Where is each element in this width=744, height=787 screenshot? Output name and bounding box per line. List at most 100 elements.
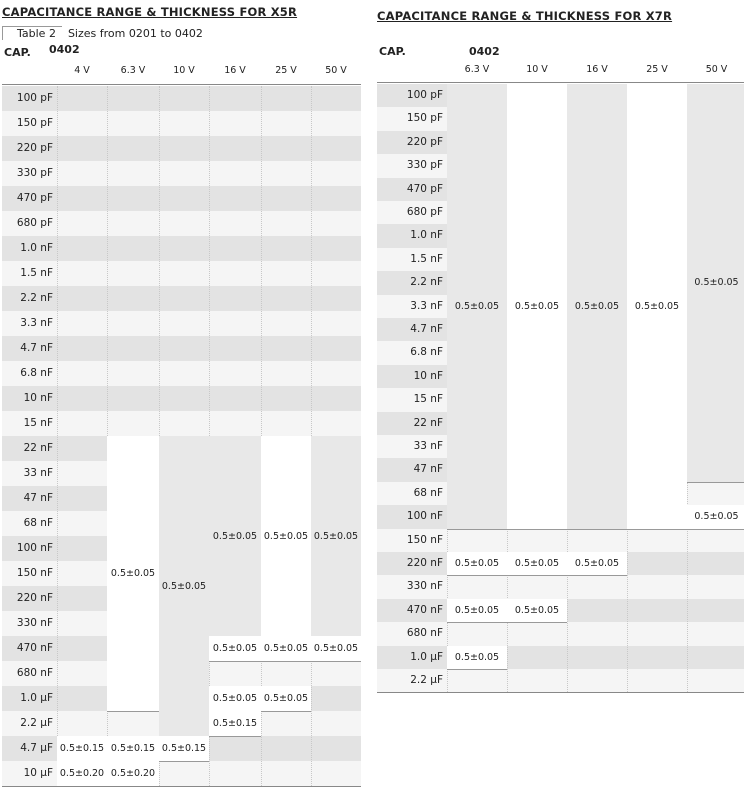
x5r-table-row — [2, 86, 361, 111]
x5r-thickness-cell: 0.5±0.15 — [107, 736, 159, 762]
x5r-thickness-cell: 0.5±0.05 — [159, 436, 209, 737]
x5r-voltage-2: 10 V — [173, 65, 195, 76]
x7r-cap-header: CAP. — [379, 45, 406, 58]
x7r-top-rule — [377, 82, 744, 83]
x7r-voltage-2: 16 V — [586, 64, 608, 75]
x5r-row-label: 1.5 nF — [20, 267, 53, 279]
x7r-row-label: 2.2 µF — [410, 674, 443, 686]
x7r-voltage-4: 50 V — [705, 64, 728, 75]
x5r-row-label: 220 pF — [16, 142, 53, 154]
x7r-row-label: 47 nF — [413, 463, 443, 476]
x5r-row-label: 150 pF — [16, 117, 53, 129]
x5r-table-row — [2, 186, 361, 211]
x7r-row-label: 100 pF — [406, 89, 443, 101]
x7r-row-label: 4.7 nF — [410, 323, 443, 335]
x5r-thickness-cell: 0.5±0.15 — [209, 711, 261, 737]
x5r-row-label: 4.7 nF — [20, 342, 53, 354]
x5r-row-label: 68 nF — [23, 517, 53, 529]
x7r-table-row — [377, 622, 744, 646]
x5r-thickness-cell: 0.5±0.05 — [209, 686, 261, 712]
x5r-row-label: 15 nF — [23, 417, 53, 429]
x7r-table-row — [377, 669, 744, 693]
x5r-thickness-cell: 0.5±0.05 — [261, 636, 311, 662]
x5r-thickness-cell: 0.5±0.05 — [261, 686, 311, 712]
x7r-thickness-cell: 0.5±0.05 — [447, 645, 507, 670]
x7r-thickness-cell: 0.5±0.05 — [567, 84, 627, 530]
x7r-row-label: 150 nF — [406, 533, 443, 546]
x5r-row-label: 680 nF — [16, 667, 53, 679]
x5r-table-row — [2, 411, 361, 436]
table-caption: Table 2 Sizes from 0201 to 0402 — [2, 26, 203, 40]
x5r-cap-header: CAP. — [4, 46, 31, 59]
x7r-row-label: 22 nF — [413, 416, 443, 429]
x5r-thickness-cell: 0.5±0.05 — [209, 636, 261, 662]
x5r-size-header: 0402 — [49, 43, 80, 56]
x7r-voltage-1: 10 V — [526, 64, 548, 75]
x5r-thickness-cell: 0.5±0.05 — [107, 436, 159, 712]
x5r-thickness-cell: 0.5±0.20 — [57, 761, 107, 787]
x7r-title: CAPACITANCE RANGE & THICKNESS FOR X7R — [377, 9, 673, 23]
x5r-thickness-cell: 0.5±0.05 — [311, 436, 361, 637]
x5r-voltage-4: 25 V — [275, 65, 297, 76]
x5r-table-row — [2, 286, 361, 311]
x5r-thickness-cell: 0.5±0.05 — [311, 636, 361, 662]
x5r-thickness-cell: 0.5±0.05 — [209, 436, 261, 637]
x5r-row-label: 22 nF — [23, 442, 53, 454]
x5r-row-label: 100 pF — [16, 92, 53, 104]
x7r-voltage-0: 6.3 V — [464, 64, 490, 75]
x5r-table-row — [2, 336, 361, 361]
x7r-row-label: 15 nF — [413, 393, 443, 406]
x5r-table-row — [2, 136, 361, 161]
x7r-thickness-cell: 0.5±0.05 — [507, 598, 567, 624]
x7r-table-row — [377, 575, 744, 599]
x7r-thickness-cell: 0.5±0.05 — [687, 84, 744, 483]
x7r-thickness-cell: 0.5±0.05 — [627, 84, 687, 530]
x5r-voltage-0: 4 V — [74, 65, 90, 76]
x5r-table-row — [2, 386, 361, 411]
x5r-table-row — [2, 161, 361, 186]
x5r-table-row — [2, 211, 361, 236]
x5r-table-row — [2, 111, 361, 136]
x5r-row-label: 220 nF — [16, 592, 53, 604]
x5r-voltage-3: 16 V — [224, 65, 246, 76]
x7r-bottom-rule — [377, 692, 744, 694]
x7r-thickness-cell: 0.5±0.05 — [567, 552, 627, 577]
x5r-row-label: 470 pF — [16, 192, 53, 204]
x7r-thickness-cell: 0.5±0.05 — [447, 552, 507, 577]
x7r-row-label: 470 nF — [406, 603, 443, 616]
x7r-row-label: 680 pF — [406, 206, 443, 218]
x5r-thickness-cell: 0.5±0.05 — [261, 436, 311, 637]
x5r-row-label: 680 pF — [16, 217, 53, 229]
x5r-voltage-5: 50 V — [325, 65, 347, 76]
x5r-row-label: 150 nF — [16, 567, 53, 579]
x7r-row-label: 330 pF — [406, 159, 443, 172]
x5r-row-label: 10 µF — [23, 767, 53, 779]
x7r-row-label: 1.5 nF — [410, 252, 443, 265]
x7r-row-label: 3.3 nF — [410, 299, 443, 312]
x5r-row-label: 4.7 µF — [20, 742, 53, 754]
x7r-thickness-cell: 0.5±0.05 — [447, 598, 507, 624]
x5r-row-label: 3.3 nF — [20, 317, 53, 329]
x5r-row-label: 2.2 nF — [20, 292, 53, 304]
x7r-row-label: 150 pF — [406, 112, 443, 125]
x7r-size-header: 0402 — [469, 45, 500, 58]
x7r-row-label: 10 nF — [413, 369, 443, 382]
x7r-voltage-3: 25 V — [646, 64, 668, 75]
x7r-row-label: 470 pF — [406, 182, 443, 195]
x5r-row-label: 1.0 nF — [20, 242, 53, 254]
x7r-row-label: 6.8 nF — [410, 346, 443, 359]
x7r-thickness-cell: 0.5±0.05 — [507, 84, 567, 530]
x7r-thickness-cell: 0.5±0.05 — [447, 84, 507, 530]
x5r-column-divider — [57, 86, 58, 786]
x5r-table-row — [2, 261, 361, 286]
x7r-row-label: 1.0 µF — [410, 650, 443, 663]
x5r-thickness-cell: 0.5±0.15 — [159, 736, 209, 762]
x5r-row-label: 330 nF — [16, 617, 53, 629]
x5r-row-label: 1.0 µF — [20, 692, 53, 704]
x7r-table-row — [377, 528, 744, 552]
x5r-title: CAPACITANCE RANGE & THICKNESS FOR X5R — [2, 5, 298, 19]
caption-text: Sizes from 0201 to 0402 — [67, 27, 203, 40]
x5r-row-label: 2.2 µF — [20, 717, 53, 729]
caption-label: Table 2 — [2, 26, 62, 40]
x5r-table-row — [2, 311, 361, 336]
